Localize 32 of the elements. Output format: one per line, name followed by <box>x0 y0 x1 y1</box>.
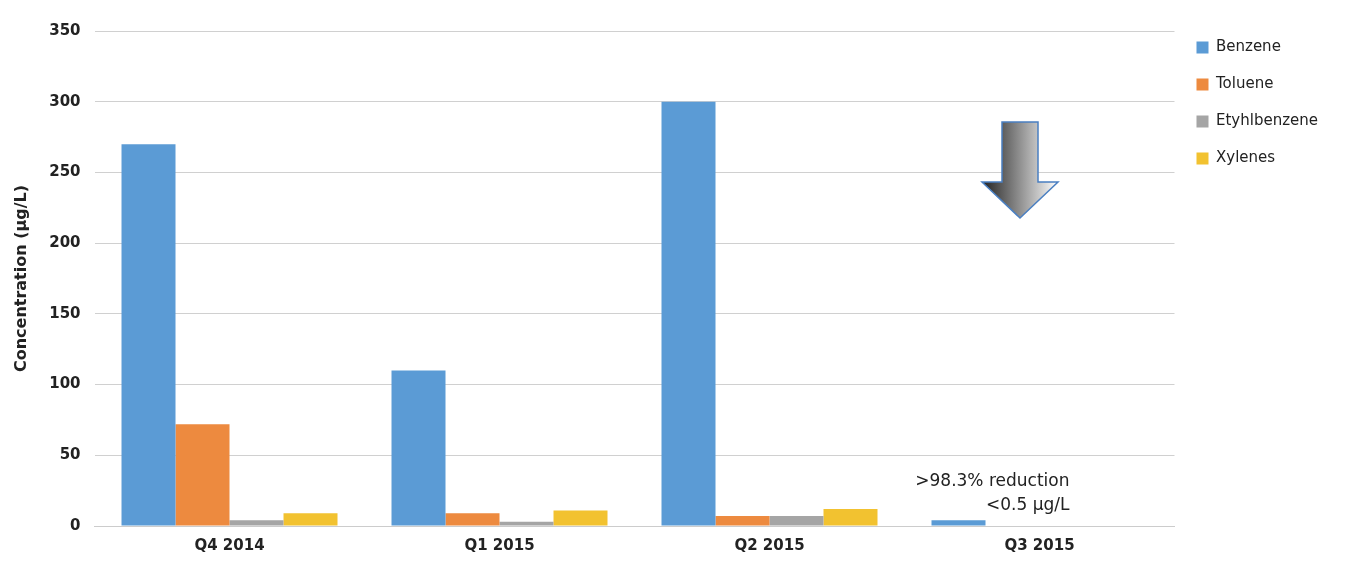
x-tick-label: Q1 2015 <box>464 535 535 554</box>
y-tick-label: 300 <box>49 91 81 110</box>
y-tick-label: 350 <box>49 20 81 39</box>
annotation: <0.5 µg/L <box>986 493 1071 514</box>
bar <box>553 510 608 526</box>
bar <box>715 516 770 526</box>
y-tick-label: 100 <box>49 374 81 393</box>
legend-label: Etyhlbenzene <box>1216 111 1319 130</box>
y-tick-label: 200 <box>49 233 81 252</box>
y-tick-label: 0 <box>70 515 81 534</box>
y-tick-label: 150 <box>49 303 81 322</box>
legend-label: Xylenes <box>1216 148 1276 167</box>
y-tick-label: 50 <box>59 445 81 464</box>
y-tick-label: 250 <box>49 162 81 181</box>
bar <box>229 520 284 526</box>
bar <box>931 520 986 526</box>
bar <box>283 513 338 526</box>
legend-label: Benzene <box>1216 37 1281 56</box>
x-tick-label: Q4 2014 <box>194 535 265 554</box>
bar <box>661 101 716 526</box>
bar <box>445 513 500 526</box>
bar <box>175 424 230 526</box>
annotation: >98.3% reduction <box>915 469 1070 490</box>
bar <box>391 370 446 526</box>
bar <box>499 521 554 526</box>
bar <box>121 144 176 526</box>
legend-label: Toluene <box>1215 74 1274 93</box>
bar <box>823 509 878 526</box>
x-tick-label: Q3 2015 <box>1004 535 1075 554</box>
bar <box>769 516 824 526</box>
y-axis-title: Concentration (µg/L) <box>10 184 30 373</box>
x-tick-label: Q2 2015 <box>734 535 805 554</box>
